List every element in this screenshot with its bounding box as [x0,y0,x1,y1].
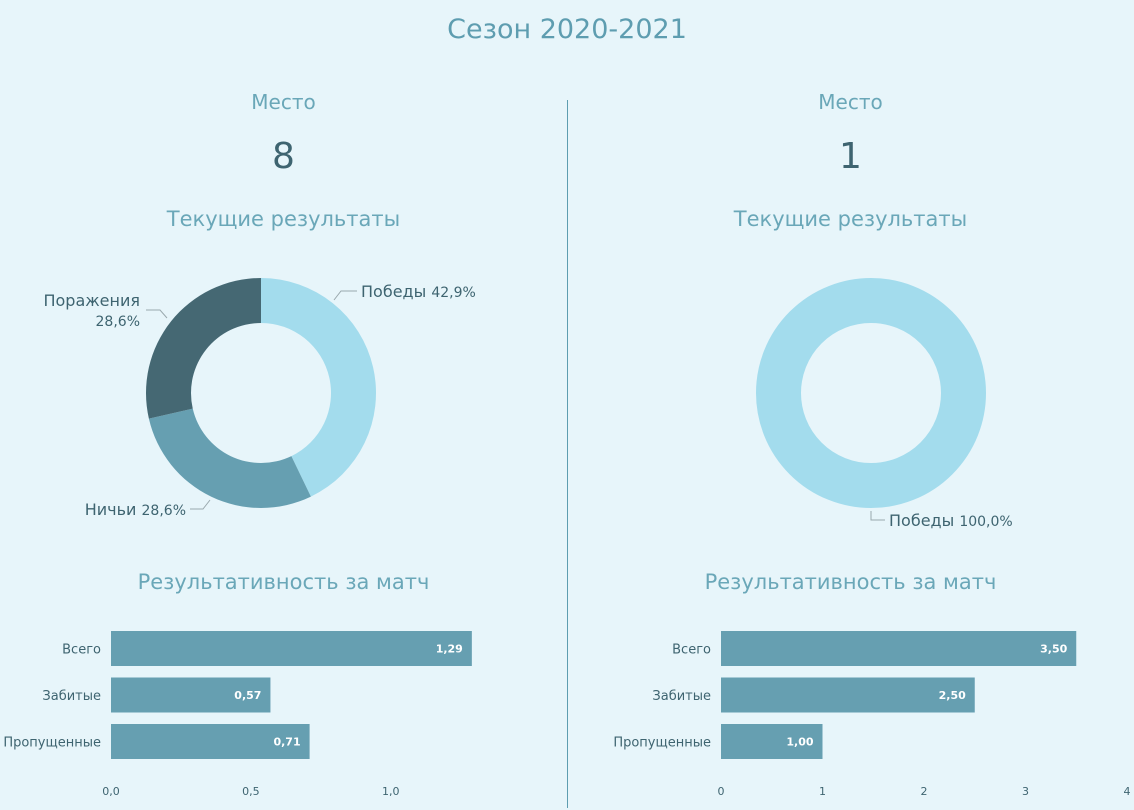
x-tick-label: 2 [921,785,928,798]
bar-value-label: 1,00 [786,736,813,749]
donut-slice-ничьи [148,408,311,508]
bar-category-label: Пропущенные [613,736,711,751]
place-label: Место [251,90,316,114]
x-tick-label: 1,0 [382,785,400,798]
x-tick-label: 1 [819,785,826,798]
bar [111,631,472,666]
slice-label-value: 100,0% [959,514,1012,530]
column-divider [567,100,568,808]
place-label: Место [818,90,883,114]
slice-label-name: Ничьи [85,500,142,519]
results-donut-chart: Победы 100,0% [756,278,1013,530]
slice-label-losses: Поражения [43,291,140,310]
results-title: Текущие результаты [166,207,401,231]
bar [721,724,823,759]
slice-label-losses-value: 28,6% [96,314,140,330]
slice-label-value: 42,9% [431,285,475,301]
performance-title: Результативность за матч [137,570,430,594]
slice-label-draws: Ничьи 28,6% [85,500,186,519]
x-tick-label: 3 [1022,785,1029,798]
bar-value-label: 0,57 [234,689,261,702]
bar-value-label: 1,29 [436,643,463,656]
leader-line [190,499,211,510]
results-title: Текущие результаты [733,207,968,231]
results-donut-chart: Победы 42,9% Ничьи 28,6% Поражения 28,6% [43,278,476,519]
slice-label-value: 28,6% [142,503,186,519]
x-tick-label: 0,0 [102,785,120,798]
bar-category-label: Пропущенные [3,736,101,751]
page-title: Сезон 2020-2021 [447,14,687,45]
bar-category-label: Всего [672,643,711,658]
place-value: 1 [839,136,862,177]
performance-title: Результативность за матч [704,570,997,594]
leader-line [146,309,168,319]
bar-value-label: 3,50 [1040,643,1067,656]
bar-value-label: 0,71 [273,736,300,749]
bar [111,677,271,713]
slice-label-name: Победы [361,282,431,301]
x-tick-label: 0 [718,785,725,798]
donut-slice-поражения [145,278,261,419]
left-panel: Место 8 Текущие результаты Победы 42,9% Н… [3,90,476,798]
x-tick-label: 4 [1124,785,1131,798]
bar-category-label: Забитые [652,689,711,704]
slice-label-name: Победы [889,511,959,530]
bar [111,724,310,759]
donut-slice-победы [261,278,376,497]
bar-category-label: Забитые [42,689,101,704]
x-tick-label: 0,5 [242,785,260,798]
bar [721,677,975,713]
place-value: 8 [272,136,295,177]
performance-bar-chart: Всего 1,29 Забитые 0,57 Пропущенные 0,71 0,0 0,… [3,631,472,798]
leader-line [870,511,885,521]
bar [721,631,1077,666]
donut-slice-победы [756,278,986,508]
slice-label-wins: Победы 42,9% [361,282,476,301]
bar-value-label: 2,50 [939,689,966,702]
leader-line [333,290,357,301]
right-panel: Место 1 Текущие результаты Победы 100,0%… [567,0,1134,810]
bar-category-label: Всего [62,643,101,658]
slice-label-wins: Победы 100,0% [889,511,1013,530]
performance-bar-chart: Всего 3,50 Забитые 2,50 Пропущенные 1,00 0 1 2 3 4 [613,631,1131,798]
